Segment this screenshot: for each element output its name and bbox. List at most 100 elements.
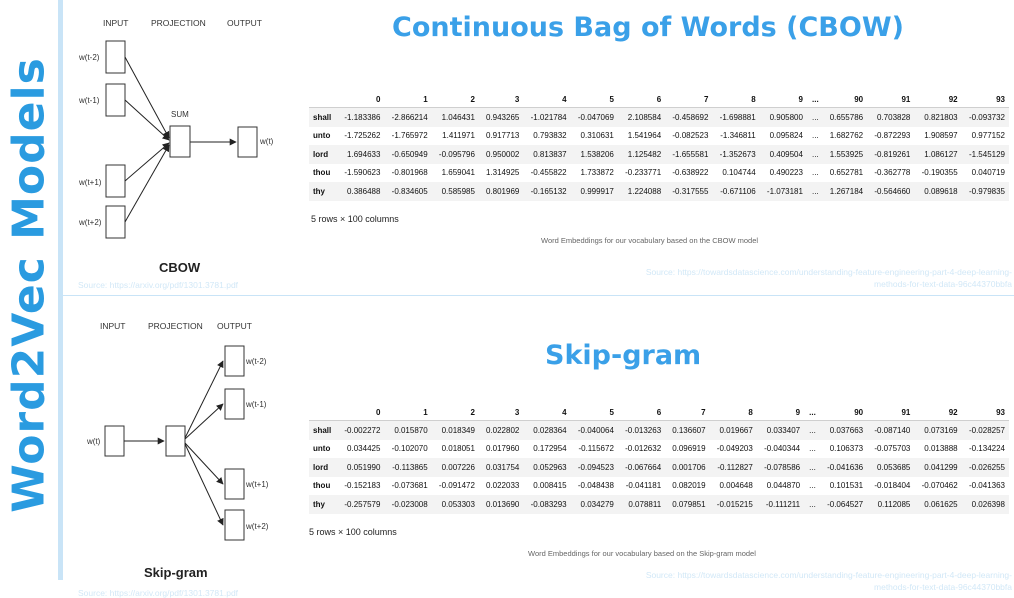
table-cell: 0.101531 xyxy=(829,481,864,491)
table-cell: 0.801969 xyxy=(478,182,524,201)
table-cell: -0.111211 xyxy=(756,495,805,514)
row-label: unto xyxy=(313,444,331,454)
table-cell: -0.095796 xyxy=(431,145,479,164)
table-cell: 0.073169 xyxy=(914,420,962,440)
table-row: thy -0.257579 -0.023008 0.053303 0.013690 -0.… xyxy=(309,495,1009,514)
table-cell: 0.096919 xyxy=(672,444,706,454)
table-cell: -0.041363 xyxy=(968,481,1005,491)
table-cell: 0.821803 xyxy=(914,107,962,127)
column-header: 92 xyxy=(948,95,958,104)
table-cell: -0.190355 xyxy=(921,168,958,178)
table-cell: ... xyxy=(806,182,823,201)
table-cell: 0.013888 xyxy=(924,444,958,454)
table-cell: 0.950002 xyxy=(478,145,524,164)
table-cell: 0.037663 xyxy=(819,420,868,440)
table-cell: 0.104744 xyxy=(722,168,756,178)
table-cell: 0.095824 xyxy=(769,131,803,141)
table-cell: -0.650949 xyxy=(384,145,432,164)
table-cell: 1.659041 xyxy=(441,168,475,178)
table-cell: 0.386488 xyxy=(337,182,385,201)
table-cell: -0.458692 xyxy=(665,107,713,127)
table-cell: ... xyxy=(804,495,820,514)
skipgram-output-node: w(t+2) xyxy=(224,509,269,541)
table-cell: -0.070462 xyxy=(921,481,958,491)
column-header: 92 xyxy=(948,408,958,417)
table-cell: -0.082523 xyxy=(672,131,709,141)
cbow-input-label: w(t+2) xyxy=(78,218,102,227)
table-cell: 0.089618 xyxy=(914,182,962,201)
column-header: 2 xyxy=(470,408,475,417)
skipgram-output-label: w(t-1) xyxy=(245,400,267,409)
cbow-output-label: w(t) xyxy=(259,137,274,146)
table-cell: -0.023008 xyxy=(384,495,432,514)
table-cell: -1.021784 xyxy=(523,107,571,127)
table-cell: 0.053303 xyxy=(431,495,479,514)
table-cell: 0.917713 xyxy=(485,131,520,141)
column-header: 5 xyxy=(609,95,614,104)
table-cell: -0.078586 xyxy=(756,458,805,477)
column-header: 90 xyxy=(854,95,864,104)
column-header: 0 xyxy=(375,408,381,417)
table-cell: -0.165132 xyxy=(523,182,571,201)
cbow-diagram: INPUT PROJECTION OUTPUT w(t-2) w(t-1) w(… xyxy=(78,18,274,239)
row-label: unto xyxy=(313,131,331,141)
cbow-embedding-table: 0 1 2 3 4 5 6 7 8 9... 90 91 92 93 shall -1.183386 -2.8… xyxy=(309,92,1009,201)
column-header: 6 xyxy=(656,95,662,104)
table-cell: 0.172954 xyxy=(533,444,567,454)
skipgram-arrows xyxy=(124,360,224,526)
table-cell: 0.053685 xyxy=(867,458,915,477)
cbow-header-output: OUTPUT xyxy=(227,18,262,28)
table-cell: 1.682762 xyxy=(829,131,864,141)
table-cell: 1.046431 xyxy=(431,107,479,127)
table-cell: -0.064527 xyxy=(819,495,868,514)
table-cell: ... xyxy=(804,420,820,440)
row-label: thou xyxy=(313,168,331,178)
table-cell: ... xyxy=(806,145,823,164)
table-cell: -0.455822 xyxy=(530,168,567,178)
table-cell: -1.725262 xyxy=(344,131,381,141)
skipgram-table-body: shall -0.002272 0.015870 0.018349 0.022802 0.… xyxy=(309,420,1009,514)
cbow-input-label: w(t+1) xyxy=(78,178,102,187)
table-cell: 0.019667 xyxy=(709,420,757,440)
skipgram-output-label: w(t-2) xyxy=(245,357,267,366)
skipgram-title: Skip-gram xyxy=(545,340,702,371)
table-cell: -0.067664 xyxy=(617,458,666,477)
column-header: 9 xyxy=(795,408,801,417)
table-cell: -0.233771 xyxy=(625,168,662,178)
table-cell: -1.346811 xyxy=(720,131,756,141)
table-cell: -1.655581 xyxy=(665,145,713,164)
table-cell: -0.093732 xyxy=(961,107,1009,127)
row-label: lord xyxy=(309,458,338,477)
table-cell: -0.362778 xyxy=(874,168,911,178)
table-cell: 1.733872 xyxy=(580,168,614,178)
skipgram-table-header: 0 1 2 3 4 5 6 7 8 9... 90 91 92 93 xyxy=(309,405,1009,421)
cbow-table-caption: Word Embeddings for our vocabulary based… xyxy=(541,236,759,245)
table-cell: 1.553925 xyxy=(822,145,868,164)
table-cell: 0.007226 xyxy=(431,458,479,477)
cbow-input-node: w(t+2) xyxy=(78,205,126,239)
cbow-table-header: 0 1 2 3 4 5 6 7 8 9... 90 91 92 93 xyxy=(309,92,1009,108)
table-cell: -0.564660 xyxy=(867,182,915,201)
table-cell: 0.034425 xyxy=(347,444,381,454)
skipgram-header-output: OUTPUT xyxy=(217,321,252,331)
table-header-row: 0 1 2 3 4 5 6 7 8 9... 90 91 92 93 xyxy=(309,405,1009,421)
table-cell: 0.041299 xyxy=(914,458,962,477)
table-cell: -0.015215 xyxy=(709,495,757,514)
cbow-arrows xyxy=(124,56,237,223)
skipgram-embedding-table: 0 1 2 3 4 5 6 7 8 9... 90 91 92 93 shall -0.002272 0.01… xyxy=(309,405,1009,514)
table-cell: -0.113865 xyxy=(384,458,432,477)
table-cell: 0.655786 xyxy=(822,107,868,127)
column-header: 93 xyxy=(996,95,1005,104)
table-cell: -0.075703 xyxy=(874,444,911,454)
table-cell: 0.905800 xyxy=(759,107,807,127)
column-header: ... xyxy=(809,408,816,417)
skipgram-output-label: w(t+2) xyxy=(245,522,269,531)
cbow-projection-node: SUM xyxy=(169,110,191,158)
column-header xyxy=(309,92,337,108)
cbow-diagram-source: Source: https://arxiv.org/pdf/1301.3781.… xyxy=(78,280,239,290)
table-cell: 0.022802 xyxy=(478,420,524,440)
table-cell: -0.028257 xyxy=(961,420,1009,440)
table-cell: 0.033407 xyxy=(756,420,805,440)
column-header: 8 xyxy=(751,95,756,104)
column-header: 90 xyxy=(854,408,864,417)
